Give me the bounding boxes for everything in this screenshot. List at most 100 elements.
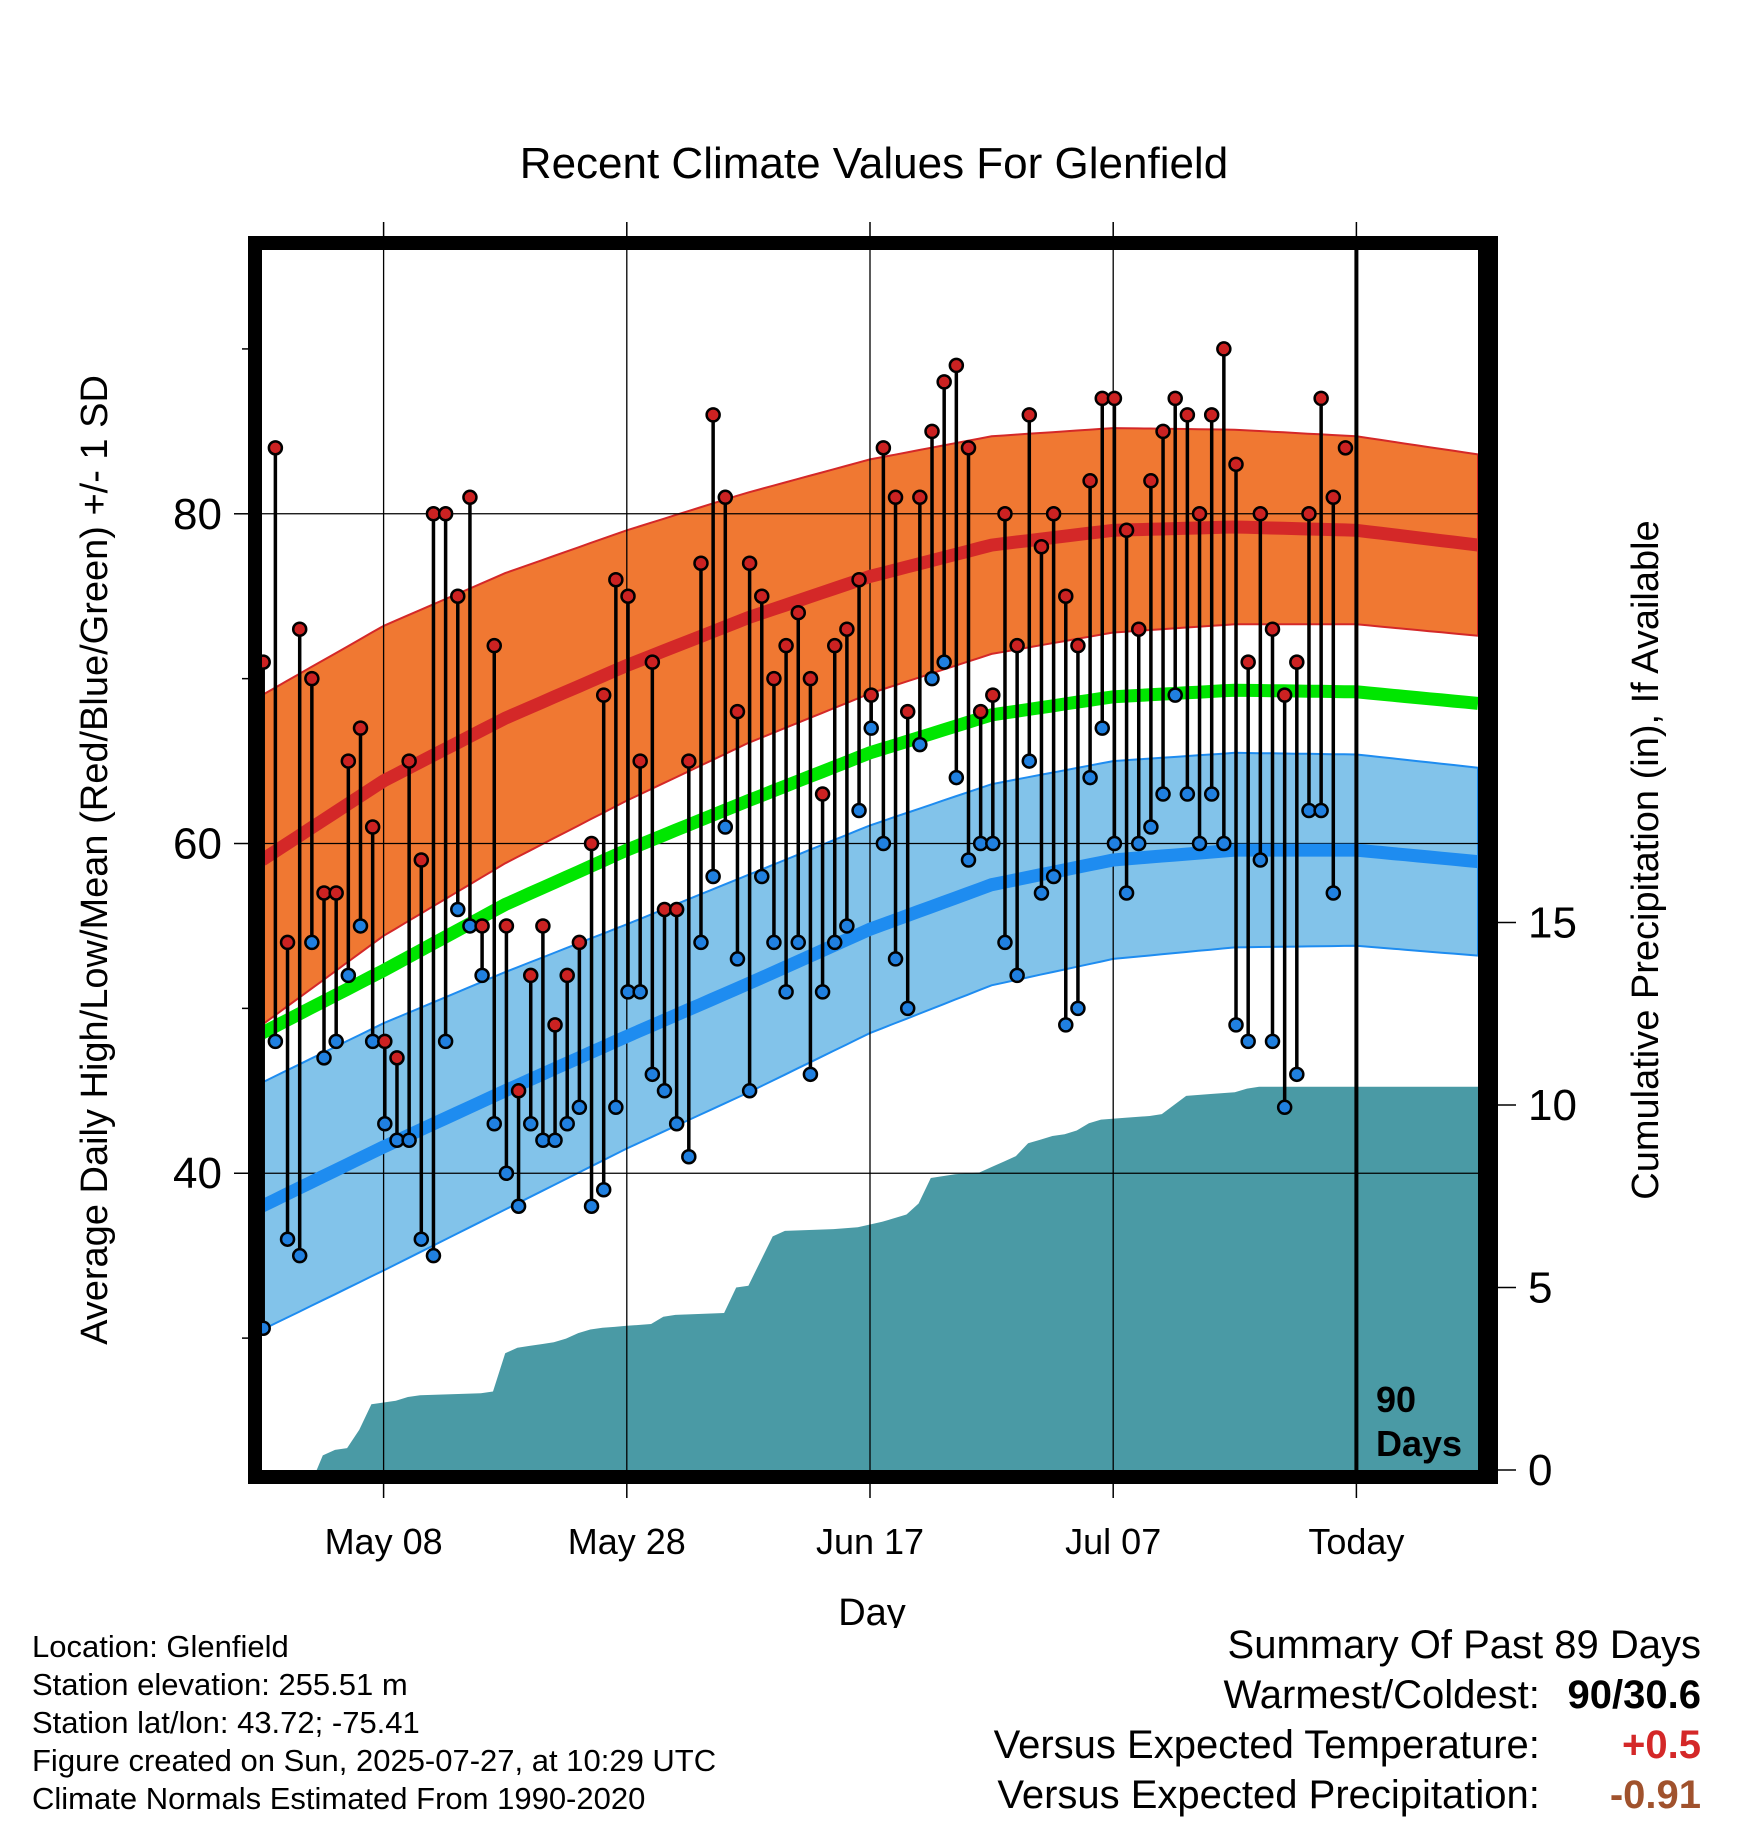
normals-period: Climate Normals Estimated From 1990-2020 bbox=[32, 1781, 646, 1816]
daily-low-point bbox=[279, 1231, 296, 1247]
daily-low-point bbox=[595, 1181, 612, 1198]
daily-low-point bbox=[705, 868, 721, 885]
daily-low-point bbox=[1070, 1000, 1086, 1017]
station-location: Location: Glenfield bbox=[32, 1629, 289, 1664]
daily-low-point bbox=[802, 1066, 819, 1083]
daily-high-point bbox=[340, 753, 357, 769]
daily-low-point bbox=[814, 984, 831, 1000]
daily-low-point bbox=[352, 918, 369, 934]
figure-created: Figure created on Sun, 2025-07-27, at 10… bbox=[32, 1743, 717, 1778]
daily-high-point bbox=[498, 918, 515, 934]
daily-high-point bbox=[693, 555, 709, 571]
daily-low-point bbox=[425, 1247, 442, 1264]
x-tick-label: May 08 bbox=[325, 1521, 443, 1562]
daily-high-point bbox=[1155, 423, 1171, 440]
daily-low-point bbox=[547, 1132, 563, 1149]
daily-low-point bbox=[583, 1198, 600, 1214]
axes: May 08 May 28 Jun 17 Jul 07 Today 40 60 80 0 5 10 1… bbox=[173, 222, 1577, 1562]
daily-high-point bbox=[766, 670, 782, 687]
today-days-number: 90 bbox=[1376, 1379, 1416, 1420]
daily-low-point bbox=[681, 1149, 697, 1165]
daily-high-point bbox=[1216, 341, 1232, 357]
daily-high-point bbox=[522, 967, 539, 984]
daily-high-point bbox=[960, 440, 977, 456]
x-tick-label: Jun 17 bbox=[816, 1521, 924, 1562]
daily-high-point bbox=[887, 489, 904, 506]
daily-high-point bbox=[262, 654, 271, 670]
daily-low-point bbox=[267, 1033, 284, 1050]
daily-low-point bbox=[1289, 1066, 1305, 1083]
daily-high-point bbox=[1264, 621, 1281, 637]
summary-title: Summary Of Past 89 Days bbox=[1227, 1623, 1701, 1667]
plot-clipped bbox=[262, 250, 1478, 1470]
station-latlon: Station lat/lon: 43.72; -75.41 bbox=[32, 1705, 420, 1740]
daily-high-point bbox=[1033, 539, 1050, 555]
daily-high-point bbox=[608, 571, 624, 588]
x-tick-label: Jul 07 bbox=[1065, 1521, 1161, 1562]
daily-high-point bbox=[510, 1083, 527, 1099]
plot-frame-left bbox=[248, 236, 260, 1484]
daily-high-point bbox=[1301, 506, 1317, 522]
daily-high-point bbox=[291, 621, 308, 637]
daily-low-point bbox=[887, 951, 904, 967]
daily-high-point bbox=[717, 489, 734, 506]
daily-high-point bbox=[790, 604, 807, 621]
daily-low-point bbox=[437, 1033, 454, 1050]
daily-high-point bbox=[279, 934, 296, 951]
normal-low-line bbox=[262, 843, 1478, 1213]
daily-low-point bbox=[291, 1247, 308, 1264]
y-tick-label-right: 15 bbox=[1528, 899, 1577, 948]
daily-low-point bbox=[729, 951, 746, 967]
daily-high-point bbox=[681, 753, 697, 769]
y-tick-label-right: 0 bbox=[1528, 1446, 1552, 1495]
x-tick-label: Today bbox=[1308, 1521, 1404, 1562]
daily-low-point bbox=[1106, 835, 1123, 852]
daily-low-point bbox=[608, 1099, 624, 1116]
warm-cold-label: Warmest/Coldest: bbox=[1223, 1673, 1540, 1717]
daily-high-point bbox=[1045, 506, 1062, 522]
daily-high-point bbox=[972, 703, 989, 720]
daily-high-point bbox=[474, 918, 490, 934]
daily-high-point bbox=[486, 637, 503, 654]
daily-low-point bbox=[754, 868, 770, 885]
daily-high-point bbox=[1070, 637, 1086, 654]
daily-high-point bbox=[705, 407, 721, 423]
daily-low-point bbox=[912, 736, 928, 753]
y-axis-label-left: Average Daily High/Low/Mean (Red/Blue/Gr… bbox=[74, 375, 116, 1345]
today-days-word: Days bbox=[1376, 1423, 1462, 1464]
daily-high-point bbox=[1021, 407, 1038, 423]
daily-low-point bbox=[875, 835, 892, 852]
daily-low-point bbox=[693, 934, 709, 951]
daily-low-point bbox=[316, 1050, 332, 1066]
daily-low-point bbox=[1313, 802, 1329, 819]
daily-high-point bbox=[1289, 654, 1305, 670]
daily-high-point bbox=[1240, 654, 1256, 670]
daily-low-point bbox=[1216, 835, 1232, 852]
daily-high-point bbox=[1118, 522, 1135, 539]
daily-high-point bbox=[1106, 390, 1123, 407]
daily-high-point bbox=[802, 670, 819, 687]
daily-low-point bbox=[1155, 786, 1171, 802]
daily-low-point bbox=[1191, 835, 1208, 852]
daily-low-point bbox=[936, 654, 952, 670]
daily-high-point bbox=[583, 835, 600, 852]
daily-high-point bbox=[304, 670, 320, 687]
daily-low-point bbox=[450, 901, 466, 918]
warm-cold-value: 90/30.6 bbox=[1567, 1673, 1701, 1717]
daily-low-point bbox=[1021, 753, 1038, 769]
daily-high-point bbox=[1252, 506, 1269, 522]
daily-low-point bbox=[851, 802, 867, 819]
daily-low-point bbox=[1058, 1017, 1074, 1033]
daily-low-point bbox=[1203, 786, 1220, 802]
daily-high-point bbox=[644, 654, 661, 670]
climate-chart: Recent Climate Values For Glenfield May … bbox=[74, 139, 1667, 1628]
daily-high-point bbox=[851, 571, 867, 588]
daily-high-point bbox=[1337, 440, 1354, 456]
daily-high-point bbox=[364, 819, 381, 835]
daily-high-point bbox=[1058, 588, 1074, 604]
daily-high-point bbox=[571, 934, 588, 951]
daily-high-point bbox=[559, 967, 575, 984]
daily-low-point bbox=[863, 720, 879, 736]
daily-low-point bbox=[1179, 786, 1196, 802]
daily-low-point bbox=[304, 934, 320, 951]
